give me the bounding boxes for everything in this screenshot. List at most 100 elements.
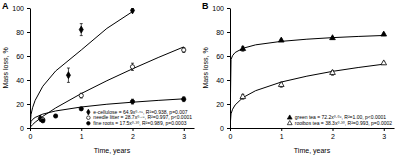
x-tick-mark bbox=[81, 128, 82, 131]
y-tick: 0 bbox=[20, 125, 30, 132]
y-tick-mark bbox=[27, 8, 30, 9]
legend: e-cellulose = 64.9x⁰·⁴⁵, R²=0.938, p=0.0… bbox=[87, 109, 193, 126]
y-tick-mark bbox=[227, 128, 230, 129]
error-bar bbox=[80, 108, 83, 110]
y-axis-title: Mass loss, % bbox=[2, 47, 9, 88]
point bbox=[182, 48, 186, 52]
error-bar bbox=[41, 120, 44, 122]
y-tick-label: 60 bbox=[216, 53, 224, 60]
point bbox=[79, 26, 83, 33]
point bbox=[381, 60, 387, 65]
x-tick: 0 bbox=[229, 128, 233, 140]
point bbox=[79, 93, 83, 97]
x-tick-label: 0 bbox=[229, 133, 233, 140]
point bbox=[381, 31, 387, 36]
point bbox=[278, 37, 284, 42]
x-tick: 1 bbox=[80, 128, 84, 140]
x-tick: 2 bbox=[131, 128, 135, 140]
legend-marker bbox=[87, 109, 90, 115]
x-axis-line bbox=[231, 128, 395, 129]
x-tick-label: 0 bbox=[29, 133, 33, 140]
y-axis: 0 20 40 60 80 100 bbox=[212, 5, 230, 132]
x-axis: 0 1 2 3 bbox=[229, 128, 395, 140]
panel: 0 1 2 3 0 20 40 60 80 100B Time, years Mass loss, %… bbox=[202, 1, 395, 155]
legend-item: fine roots = 17.5x⁰·³⁰, R²=0.989, p=0.00… bbox=[87, 120, 187, 126]
y-tick-mark bbox=[27, 56, 30, 57]
point bbox=[130, 8, 134, 14]
legend-marker bbox=[87, 122, 91, 126]
y-tick-mark bbox=[227, 8, 230, 9]
y-tick-mark bbox=[27, 32, 30, 33]
y-tick-mark bbox=[27, 128, 30, 129]
y-tick: 20 bbox=[216, 101, 230, 108]
y-tick-label: 40 bbox=[16, 77, 24, 84]
x-axis-line bbox=[31, 128, 195, 129]
x-tick-mark bbox=[384, 128, 385, 131]
y-tick-mark bbox=[27, 80, 30, 81]
y-tick: 0 bbox=[220, 125, 230, 132]
x-tick: 3 bbox=[182, 128, 186, 140]
x-axis-title: Time, years bbox=[94, 147, 131, 155]
y-tick: 80 bbox=[16, 29, 30, 36]
point bbox=[41, 119, 45, 123]
point bbox=[66, 72, 70, 79]
panel-label: A bbox=[2, 1, 9, 11]
x-tick-label: 3 bbox=[182, 133, 186, 140]
x-tick-label: 1 bbox=[280, 133, 284, 140]
x-tick: 0 bbox=[29, 128, 33, 140]
error-bar bbox=[67, 68, 70, 82]
y-tick: 60 bbox=[216, 53, 230, 60]
point bbox=[79, 107, 83, 111]
panel-label: B bbox=[202, 1, 209, 11]
x-tick-label: 3 bbox=[382, 133, 386, 140]
y-tick: 60 bbox=[16, 53, 30, 60]
y-tick-label: 100 bbox=[12, 5, 24, 12]
point bbox=[330, 35, 336, 40]
x-axis-title: Time, years bbox=[294, 147, 331, 155]
y-tick-label: 80 bbox=[16, 29, 24, 36]
point bbox=[130, 99, 134, 103]
y-axis-line bbox=[30, 9, 31, 129]
x-tick-mark bbox=[133, 128, 134, 131]
y-tick-label: 20 bbox=[16, 101, 24, 108]
x-tick: 3 bbox=[382, 128, 386, 140]
x-tick-label: 2 bbox=[131, 133, 135, 140]
y-tick-label: 0 bbox=[220, 125, 224, 132]
point bbox=[54, 114, 58, 118]
chart-container: 0123020406080100ATime, yearsMass loss, %… bbox=[0, 0, 401, 158]
legend-label: rooibos tea = 38.3x⁰·³⁰, R²=0.993, p=0.0… bbox=[295, 120, 392, 126]
x-tick: 1 bbox=[280, 128, 284, 140]
y-tick-mark bbox=[27, 104, 30, 105]
y-tick: 20 bbox=[16, 101, 30, 108]
point bbox=[182, 97, 186, 101]
y-tick-mark bbox=[227, 104, 230, 105]
y-tick: 100 bbox=[212, 5, 230, 12]
legend-label: fine roots = 17.5x⁰·³⁰, R²=0.989, p=0.00… bbox=[93, 120, 186, 126]
panel: 0 1 2 3 0 20 40 60 80 100A Time, years Mass loss, %… bbox=[2, 1, 195, 155]
point bbox=[330, 70, 336, 75]
x-tick-mark bbox=[333, 128, 334, 131]
plot-area bbox=[230, 31, 387, 128]
error-bar bbox=[54, 115, 57, 117]
series bbox=[230, 60, 387, 128]
y-axis-title: Mass loss, % bbox=[202, 47, 209, 88]
x-tick-label: 2 bbox=[331, 133, 335, 140]
y-tick: 40 bbox=[216, 77, 230, 84]
y-tick-label: 20 bbox=[216, 101, 224, 108]
x-axis: 0 1 2 3 bbox=[29, 128, 195, 140]
y-tick-mark bbox=[227, 32, 230, 33]
y-tick: 80 bbox=[216, 29, 230, 36]
error-bar bbox=[131, 99, 134, 104]
error-bar bbox=[182, 97, 185, 102]
chart-svg: 0123020406080100ATime, yearsMass loss, %… bbox=[0, 0, 401, 158]
x-tick: 2 bbox=[331, 128, 335, 140]
y-tick-label: 100 bbox=[212, 5, 224, 12]
legend: green tea = 72.2x⁰·⁰⁶, R²=1.00, p<0.0001… bbox=[287, 114, 392, 126]
y-tick: 100 bbox=[12, 5, 30, 12]
y-tick-label: 60 bbox=[16, 53, 24, 60]
y-tick-mark bbox=[227, 56, 230, 57]
point bbox=[278, 82, 284, 87]
y-tick-label: 40 bbox=[216, 77, 224, 84]
y-tick-label: 0 bbox=[20, 125, 24, 132]
x-tick-mark bbox=[184, 128, 185, 131]
